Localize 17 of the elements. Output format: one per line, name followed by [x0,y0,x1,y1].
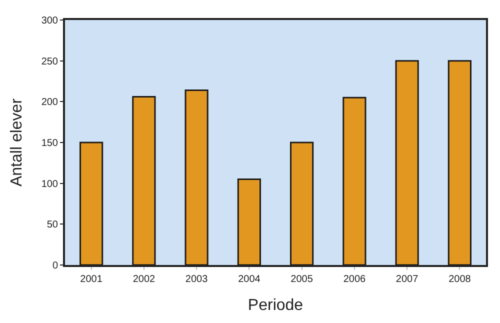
y-tick-label: 0 [52,260,58,272]
y-tick-label: 150 [41,138,58,149]
x-axis-title: Periode [248,297,304,314]
y-tick-label: 300 [41,16,58,26]
y-tick-label: 100 [41,178,58,190]
y-tick-label: 200 [41,97,58,108]
y-tick-label: 50 [46,220,58,231]
x-tick-label: 2006 [343,274,366,285]
y-axis-title: Antall elever [8,98,26,187]
y-tick-label: 250 [41,56,58,68]
x-tick-label: 2003 [185,274,208,285]
x-tick-label: 2005 [290,274,314,285]
x-tick-label: 2001 [80,274,103,285]
x-tick-label: 2004 [238,274,261,285]
x-tick-label: 2007 [396,274,419,285]
x-tick-label: 2002 [132,274,156,285]
x-tick-label: 2008 [448,274,472,285]
